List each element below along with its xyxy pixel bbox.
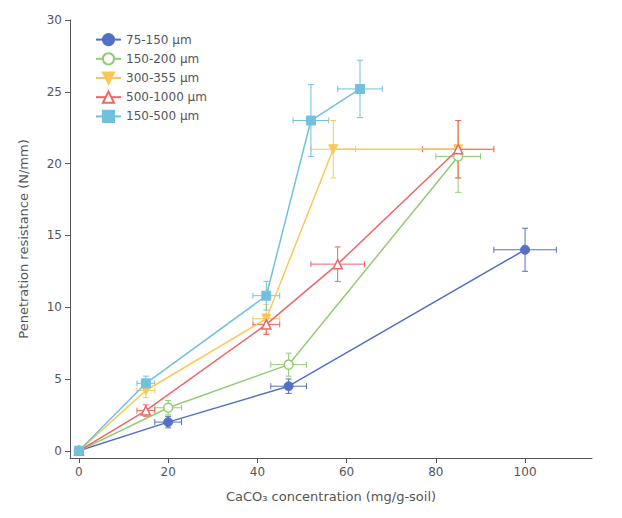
svg-text:300-355 μm: 300-355 μm xyxy=(126,71,199,85)
svg-text:60: 60 xyxy=(339,465,354,479)
svg-text:80: 80 xyxy=(428,465,443,479)
svg-text:500-1000 μm: 500-1000 μm xyxy=(126,90,207,104)
svg-text:20: 20 xyxy=(47,157,62,171)
svg-text:0: 0 xyxy=(54,444,62,458)
svg-text:0: 0 xyxy=(75,465,83,479)
svg-text:Penetration resistance (N/mm): Penetration resistance (N/mm) xyxy=(16,139,31,338)
svg-text:40: 40 xyxy=(250,465,265,479)
svg-text:10: 10 xyxy=(47,300,62,314)
svg-text:CaCO₃ concentration (mg/g-soil: CaCO₃ concentration (mg/g-soil) xyxy=(226,489,436,504)
svg-text:150-500 μm: 150-500 μm xyxy=(126,109,199,123)
svg-text:100: 100 xyxy=(514,465,537,479)
svg-text:30: 30 xyxy=(47,13,62,27)
svg-text:20: 20 xyxy=(161,465,176,479)
svg-text:150-200 μm: 150-200 μm xyxy=(126,52,199,66)
svg-text:15: 15 xyxy=(47,228,62,242)
svg-text:5: 5 xyxy=(54,372,62,386)
svg-text:75-150 μm: 75-150 μm xyxy=(126,33,192,47)
svg-text:25: 25 xyxy=(47,85,62,99)
